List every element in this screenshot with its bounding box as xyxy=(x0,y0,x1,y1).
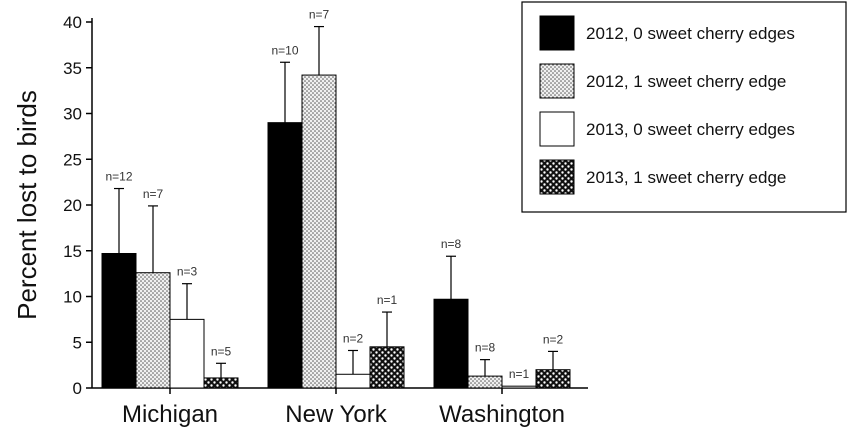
y-axis-title: Percent lost to birds xyxy=(12,90,42,320)
n-label: n=10 xyxy=(271,43,298,57)
x-category-label: New York xyxy=(285,401,387,428)
n-label: n=2 xyxy=(543,332,564,346)
legend-entry: 2012, 0 sweet cherry edges xyxy=(586,24,795,43)
x-category-label: Washington xyxy=(439,401,565,428)
n-label: n=7 xyxy=(309,8,330,22)
n-label: n=12 xyxy=(105,170,132,184)
bar xyxy=(267,122,303,389)
y-tick-label: 25 xyxy=(63,150,82,169)
y-tick-label: 20 xyxy=(63,196,82,215)
bar xyxy=(369,346,405,389)
y-tick-label: 30 xyxy=(63,105,82,124)
plot-area: 0 5 10 15 20 25 30 35 40 Michigan New York Washingt… xyxy=(63,8,588,428)
n-label: n=7 xyxy=(143,187,164,201)
bar xyxy=(169,318,205,389)
legend-entry: 2013, 0 sweet cherry edges xyxy=(586,120,795,139)
y-tick-label: 35 xyxy=(63,59,82,78)
legend-entry: 2013, 1 sweet cherry edge xyxy=(586,168,786,187)
legend-swatch xyxy=(539,63,575,99)
n-label: n=1 xyxy=(509,367,530,381)
legend-entry: 2012, 1 sweet cherry edge xyxy=(586,72,786,91)
n-label: n=8 xyxy=(441,237,462,251)
n-label: n=5 xyxy=(211,344,232,358)
legend-swatch xyxy=(539,159,575,195)
n-label: n=2 xyxy=(343,331,364,345)
y-tick-label: 40 xyxy=(63,13,82,32)
bar xyxy=(301,74,337,389)
n-label: n=8 xyxy=(475,341,496,355)
bar xyxy=(467,375,503,389)
y-tick-label: 15 xyxy=(63,242,82,261)
y-tick-label: 0 xyxy=(73,379,82,398)
bar xyxy=(135,272,171,389)
y-tick-label: 5 xyxy=(73,333,82,352)
bar xyxy=(535,369,571,389)
y-tick-label: 10 xyxy=(63,288,82,307)
legend: 2012, 0 sweet cherry edges 2012, 1 sweet … xyxy=(521,1,847,213)
bar xyxy=(203,377,239,389)
n-label: n=1 xyxy=(377,293,398,307)
n-label: n=3 xyxy=(177,265,198,279)
legend-box xyxy=(521,1,847,213)
bar xyxy=(501,385,537,389)
legend-swatch xyxy=(539,15,575,51)
x-category-label: Michigan xyxy=(122,401,218,428)
bar xyxy=(433,298,469,389)
legend-swatch xyxy=(539,111,575,147)
bar xyxy=(101,252,137,389)
bar xyxy=(335,373,371,389)
